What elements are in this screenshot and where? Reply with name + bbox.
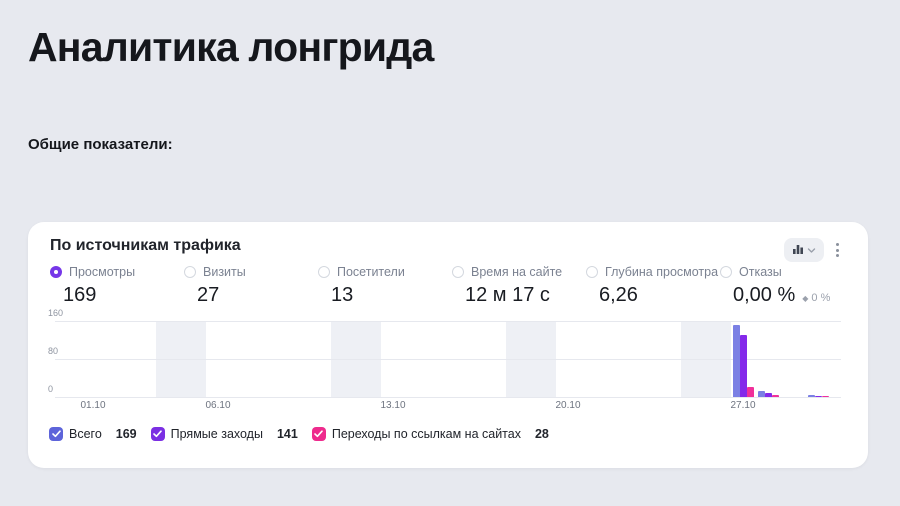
weekend-band [330, 321, 381, 397]
x-axis-label: 27.10 [730, 400, 756, 411]
x-axis-label: 01.10 [80, 400, 106, 411]
weekend-band [155, 321, 206, 397]
metric-value: 169 [63, 284, 184, 307]
metric-value: 12 м 17 с [465, 284, 586, 307]
x-axis-label: 20.10 [555, 400, 581, 411]
metric-value: 0,00 % ◆ 0 % [733, 284, 854, 307]
gridline [55, 321, 841, 322]
bar-Прямые заходы[interactable] [764, 393, 772, 397]
bar-Переходы по ссылкам на сайтах[interactable] [771, 395, 779, 397]
metric: Время на сайте 12 м 17 с [452, 265, 586, 307]
metrics-row: Просмотры 169 Визиты 27 Посетители 13 Вр… [50, 265, 854, 307]
metric-value: 13 [331, 284, 452, 307]
metric-value-text: 13 [331, 284, 354, 306]
bar-Переходы по ссылкам на сайтах[interactable] [746, 387, 754, 397]
metric-value-text: 27 [197, 284, 220, 306]
metric: Визиты 27 [184, 265, 318, 307]
metric-radio-chip[interactable]: Просмотры [50, 265, 184, 279]
page-title: Аналитика лонгрида [28, 24, 434, 70]
metric-value: 6,26 [599, 284, 720, 307]
bar-Всего[interactable] [757, 390, 765, 397]
legend-label: Всего [69, 427, 102, 441]
diamond-icon: ◆ [802, 294, 809, 303]
radio-icon[interactable] [720, 266, 732, 278]
metric-value-text: 169 [63, 284, 97, 306]
section-subtitle: Общие показатели: [28, 136, 173, 153]
legend-value: 169 [115, 427, 137, 441]
metric-radio-chip[interactable]: Отказы [720, 265, 854, 279]
checkbox-checked-icon[interactable] [150, 427, 165, 441]
metric-label: Визиты [203, 265, 246, 279]
delta-text: 0 % [811, 292, 831, 304]
legend-label: Переходы по ссылкам на сайтах [331, 427, 521, 441]
x-axis-label: 06.10 [205, 400, 231, 411]
bar-Переходы по ссылкам на сайтах[interactable] [821, 395, 829, 397]
metric-value-text: 12 м 17 с [465, 284, 550, 306]
radio-icon[interactable] [586, 266, 598, 278]
radio-icon[interactable] [184, 266, 196, 278]
y-axis-label: 80 [48, 346, 59, 356]
radio-icon[interactable] [50, 266, 62, 278]
legend-item[interactable]: Прямые заходы 141 [150, 427, 298, 441]
weekend-band [505, 321, 556, 397]
metric-radio-chip[interactable]: Время на сайте [452, 265, 586, 279]
metric-label: Посетители [337, 265, 405, 279]
traffic-sources-card: По источникам трафика Просмотры 169 [28, 222, 868, 468]
metric-label: Просмотры [69, 265, 136, 279]
metric: Просмотры 169 [50, 265, 184, 307]
y-axis-label: 0 [48, 384, 54, 394]
checkbox-checked-icon[interactable] [311, 427, 326, 441]
legend-value: 28 [534, 427, 549, 441]
delta-badge: ◆ 0 % [802, 292, 830, 304]
metric: Посетители 13 [318, 265, 452, 307]
weekend-band [680, 321, 731, 397]
metric-value: 27 [197, 284, 318, 307]
kebab-menu-icon[interactable] [829, 238, 845, 262]
bar-Прямые заходы[interactable] [814, 395, 822, 397]
radio-icon[interactable] [318, 266, 330, 278]
chevron-down-icon [807, 243, 816, 258]
metric-label: Время на сайте [471, 265, 563, 279]
bar-Всего[interactable] [807, 395, 815, 397]
metric-label: Глубина просмотра [605, 265, 719, 279]
metric-value-text: 6,26 [599, 284, 638, 306]
legend-label: Прямые заходы [170, 427, 263, 441]
metric-radio-chip[interactable]: Глубина просмотра [586, 265, 720, 279]
metric-label: Отказы [739, 265, 782, 279]
legend-item[interactable]: Всего 169 [49, 427, 137, 441]
bar-Всего[interactable] [732, 324, 740, 397]
chart-type-selector-button[interactable] [784, 238, 824, 262]
bar-Прямые заходы[interactable] [739, 335, 747, 397]
legend-item[interactable]: Переходы по ссылкам на сайтах 28 [311, 427, 549, 441]
checkbox-checked-icon[interactable] [49, 427, 63, 441]
gridline [55, 397, 841, 398]
x-axis-label: 13.10 [380, 400, 406, 411]
bar-chart-icon [792, 243, 804, 258]
radio-icon[interactable] [452, 266, 464, 278]
gridline [55, 359, 841, 360]
card-title: По источникам трафика [50, 237, 241, 254]
chart-legend: Всего 169 Прямые заходы 141 Переходы по … [49, 427, 549, 441]
metric-radio-chip[interactable]: Посетители [318, 265, 452, 279]
metric-radio-chip[interactable]: Визиты [184, 265, 318, 279]
metric-value-text: 0,00 % [733, 284, 796, 306]
legend-value: 141 [276, 427, 298, 441]
y-axis-label: 160 [48, 308, 64, 318]
metric: Глубина просмотра 6,26 [586, 265, 720, 307]
metric: Отказы 0,00 % ◆ 0 % [720, 265, 854, 307]
